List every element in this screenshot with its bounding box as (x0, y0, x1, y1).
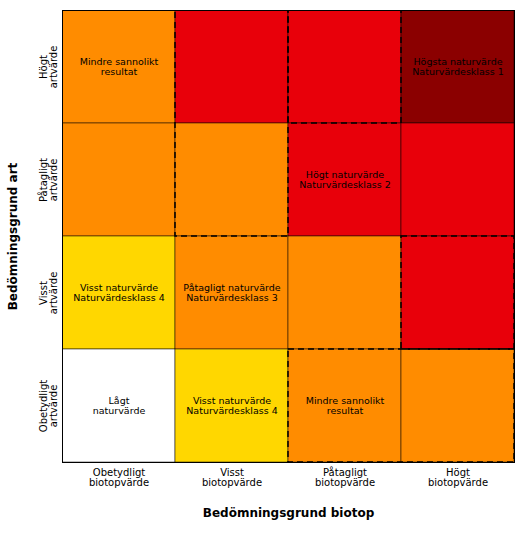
svg-text:Mindre sannoliktresultat: Mindre sannoliktresultat (306, 395, 385, 416)
svg-text:Mindre sannoliktresultat: Mindre sannoliktresultat (80, 56, 159, 77)
svg-text:Obetydligtartvärde: Obetydligtartvärde (38, 380, 59, 432)
svg-text:Obetydligtbiotopvärde: Obetydligtbiotopvärde (89, 467, 149, 488)
svg-text:Visst naturvärdeNaturvärdeskla: Visst naturvärdeNaturvärdesklass 4 (73, 282, 165, 303)
svg-text:Påtagligt naturvärdeNaturvärde: Påtagligt naturvärdeNaturvärdesklass 3 (183, 282, 280, 303)
svg-text:Lågtnaturvärde: Lågtnaturvärde (93, 395, 146, 416)
svg-text:Visstartvärde: Visstartvärde (38, 272, 59, 315)
svg-text:Påtagligtbiotopvärde: Påtagligtbiotopvärde (315, 466, 375, 488)
svg-text:Visstbiotopvärde: Visstbiotopvärde (202, 467, 262, 488)
svg-text:Högtartvärde: Högtartvärde (38, 46, 59, 89)
svg-text:Högt naturvärdeNaturvärdesklas: Högt naturvärdeNaturvärdesklass 2 (299, 169, 391, 190)
svg-text:Högsta naturvärdeNaturvärdeskl: Högsta naturvärdeNaturvärdesklass 1 (412, 56, 504, 77)
svg-text:Bedömningsgrund art: Bedömningsgrund art (6, 162, 20, 310)
svg-text:Påtagligtartvärde: Påtagligtartvärde (37, 158, 59, 202)
svg-text:Bedömningsgrund biotop: Bedömningsgrund biotop (203, 506, 375, 520)
svg-text:Högtbiotopvärde: Högtbiotopvärde (428, 467, 488, 488)
svg-text:Visst naturvärdeNaturvärdeskla: Visst naturvärdeNaturvärdesklass 4 (186, 395, 278, 416)
